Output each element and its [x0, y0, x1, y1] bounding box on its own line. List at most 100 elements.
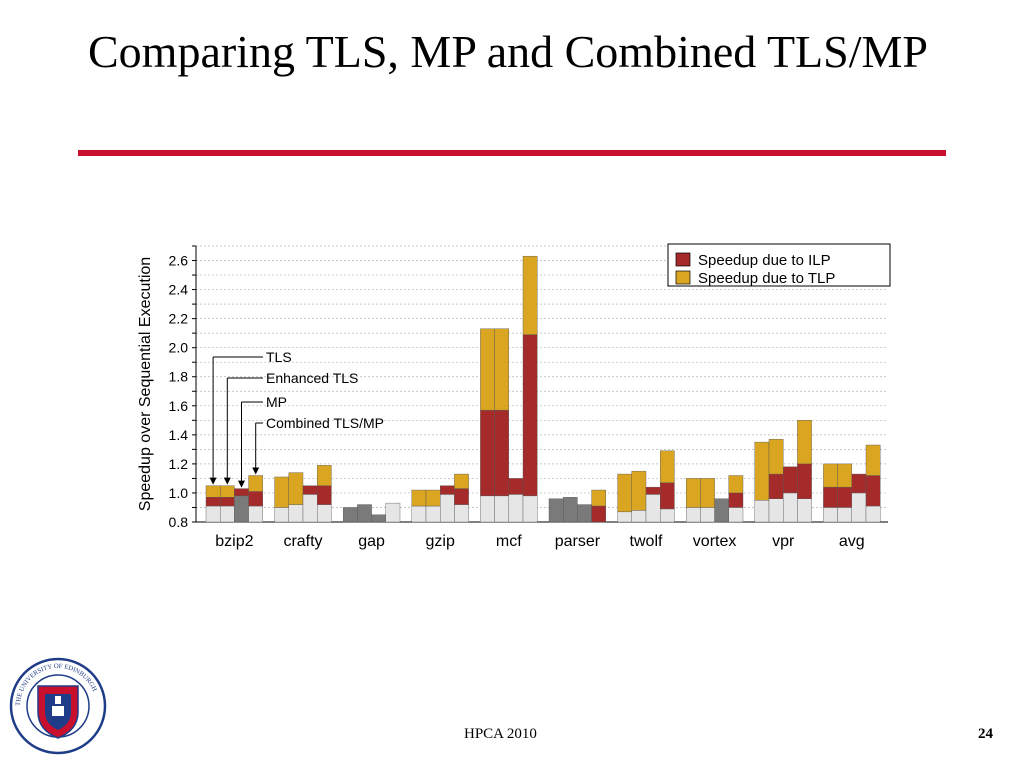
bar-tlp-segment: [837, 463, 852, 488]
annotation-arrow: [223, 477, 231, 485]
bar-base-segment: [728, 507, 744, 523]
title-divider: [78, 150, 946, 156]
bar-base-segment: [385, 502, 401, 523]
bar-tlp-segment: [274, 476, 290, 508]
x-category-label: parser: [555, 533, 601, 550]
legend-swatch: [675, 270, 691, 285]
y-tick-label: 2.4: [169, 282, 189, 298]
slide-title: Comparing TLS, MP and Combined TLS/MP: [88, 26, 928, 77]
bar-ilp-segment: [248, 491, 263, 507]
bar-base-segment: [219, 505, 235, 523]
bar-ilp-segment: [837, 486, 852, 508]
y-tick-label: 2.6: [169, 253, 189, 269]
annotation-label: MP: [266, 394, 287, 410]
y-tick-label: 1.2: [169, 456, 189, 472]
bar-ilp-segment: [480, 409, 495, 497]
bar-base-segment: [686, 507, 701, 523]
bar-tlp-segment: [454, 473, 469, 489]
annotation-arrow: [209, 477, 217, 485]
y-tick-label: 1.8: [169, 369, 189, 385]
bar-tlp-segment: [700, 478, 715, 508]
bar-ilp-segment: [645, 486, 661, 495]
bar-tlp-segment: [728, 475, 744, 494]
legend-swatch: [675, 252, 691, 267]
bar-ilp-segment: [316, 485, 332, 505]
bar-base-segment: [494, 495, 510, 523]
x-category-label: vpr: [772, 533, 795, 550]
bar-ilp-segment: [234, 488, 249, 497]
bar-ilp-segment: [783, 466, 798, 494]
bar-tlp-segment: [219, 485, 235, 498]
bar-tlp-segment: [522, 255, 538, 335]
legend-label: Speedup due to TLP: [698, 270, 835, 287]
bar-base-segment: [631, 510, 647, 523]
bar-base-segment: [714, 498, 729, 523]
x-category-label: crafty: [283, 533, 322, 550]
bar-base-segment: [522, 495, 538, 523]
bar-base-segment: [823, 507, 838, 523]
bar-ilp-segment: [219, 497, 235, 507]
y-tick-label: 1.0: [169, 485, 189, 501]
bar-base-segment: [577, 504, 592, 523]
bar-ilp-segment: [728, 492, 744, 508]
bar-tlp-segment: [248, 475, 263, 492]
bar-base-segment: [783, 492, 798, 523]
x-category-label: vortex: [693, 533, 737, 550]
bar-ilp-segment: [851, 473, 867, 494]
bar-base-segment: [617, 511, 633, 523]
bar-base-segment: [508, 494, 524, 523]
speedup-chart: 0.8 1.0 1.2 1.4 1.6 1.8 2.0 2.2 2.4 2.6 Speedup ov…: [137, 243, 891, 550]
bar-tlp-segment: [768, 438, 784, 475]
bar-tlp-segment: [865, 444, 881, 476]
bar-ilp-segment: [205, 497, 221, 507]
bar-tlp-segment: [754, 441, 770, 501]
x-category-label: mcf: [496, 533, 522, 550]
bar-ilp-segment: [591, 505, 607, 523]
bar-tlp-segment: [205, 485, 221, 498]
bar-tlp-segment: [686, 478, 701, 508]
bar-ilp-segment: [508, 478, 524, 495]
bar-base-segment: [288, 504, 304, 523]
bar-ilp-segment: [454, 488, 469, 505]
bar-base-segment: [454, 504, 469, 523]
bar-base-segment: [342, 507, 358, 523]
annotation-label: Enhanced TLS: [266, 370, 358, 386]
legend-label: Speedup due to ILP: [698, 252, 831, 269]
university-crest-logo: THE UNIVERSITY OF EDINBURGH: [9, 657, 107, 755]
bar-base-segment: [754, 500, 770, 523]
x-category-label: avg: [839, 533, 865, 550]
bar-ilp-segment: [823, 486, 838, 508]
y-tick-label: 0.8: [169, 514, 189, 530]
bar-base-segment: [768, 498, 784, 523]
bar-tlp-segment: [660, 450, 675, 483]
bar-base-segment: [234, 495, 249, 523]
bar-base-segment: [660, 508, 675, 523]
y-tick-label: 1.6: [169, 398, 189, 414]
bar-base-segment: [316, 504, 332, 523]
bar-tlp-segment: [631, 470, 647, 511]
bar-tlp-segment: [823, 463, 838, 488]
bar-ilp-segment: [768, 473, 784, 499]
bar-base-segment: [797, 498, 812, 523]
bar-tlp-segment: [480, 328, 495, 411]
bar-tlp-segment: [797, 420, 812, 465]
footer-conference: HPCA 2010: [464, 726, 537, 742]
x-category-label: twolf: [630, 533, 663, 550]
bar-base-segment: [700, 507, 715, 523]
bar-ilp-segment: [660, 482, 675, 510]
y-tick-label: 1.4: [169, 427, 189, 443]
bar-tlp-segment: [425, 489, 441, 507]
y-axis-label: Speedup over Sequential Execution: [137, 257, 154, 511]
y-tick-label: 2.0: [169, 340, 189, 356]
bar-base-segment: [411, 505, 427, 523]
bar-tlp-segment: [288, 472, 304, 505]
bar-base-segment: [425, 505, 441, 523]
bar-base-segment: [645, 494, 661, 523]
bar-base-segment: [302, 494, 318, 523]
bar-tlp-segment: [494, 328, 510, 411]
bar-base-segment: [865, 505, 881, 523]
bar-base-segment: [837, 507, 852, 523]
bar-base-segment: [248, 505, 263, 523]
page-number: 24: [978, 726, 993, 742]
bar-base-segment: [480, 495, 495, 523]
